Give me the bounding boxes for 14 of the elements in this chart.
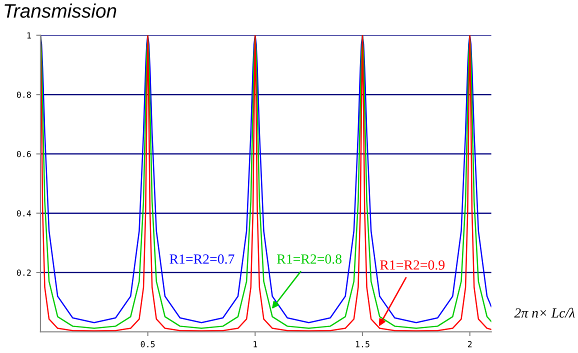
x-tick-label: 1: [254, 341, 258, 348]
y-tick-label: 0.4: [16, 210, 32, 217]
x-tick-label: 0.5: [140, 341, 155, 348]
y-tick-label: 1: [27, 32, 31, 38]
y-tick-label: 0.2: [16, 270, 31, 276]
y-tick-label: 0.8: [16, 92, 31, 98]
x-axis-title: 2π n× Lc/λ: [514, 308, 575, 318]
series-label: R1=R2=0.7: [170, 254, 234, 264]
x-tick-label: 2: [468, 341, 472, 348]
series-label: R1=R2=0.8: [277, 254, 342, 264]
y-tick-label: 0.6: [16, 150, 31, 158]
x-tick-label: 1.5: [356, 341, 370, 348]
chart-title: Transmission: [4, 4, 116, 18]
series-label: R1=R2=0.9: [380, 260, 445, 270]
